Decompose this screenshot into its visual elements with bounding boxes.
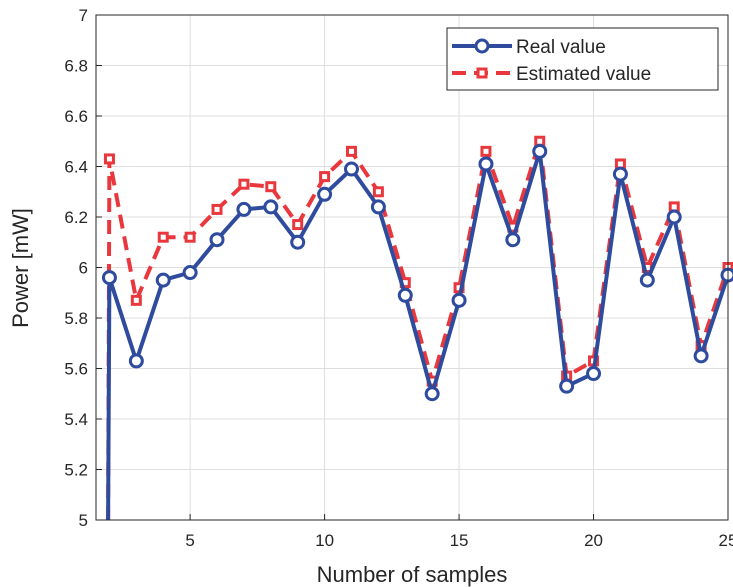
series-real-point <box>478 156 494 172</box>
series-estimated-point <box>130 294 142 306</box>
series-estimated-point <box>319 171 331 183</box>
series-real-point <box>182 265 198 281</box>
series-real-point <box>505 232 521 248</box>
legend-estimated-marker <box>476 67 488 79</box>
series-real-point <box>370 199 386 215</box>
series-real-point <box>101 270 117 286</box>
y-tick-label: 5.6 <box>64 360 88 379</box>
axis-ticks: 5 10 15 20 25 5 5.2 5.4 5.6 5.8 6 6.2 6.4 6.6 6.8 7 <box>64 6 733 550</box>
series-estimated-point <box>184 231 196 243</box>
series-estimated-point <box>157 231 169 243</box>
y-tick-label: 6.2 <box>64 208 88 227</box>
y-tick-label: 7 <box>79 6 88 25</box>
series-estimated-point <box>292 219 304 231</box>
series-real-point <box>451 292 467 308</box>
series-estimated-point <box>103 153 115 165</box>
series-real-point <box>263 199 279 215</box>
series-real-point <box>317 186 333 202</box>
x-tick-label: 5 <box>185 531 194 550</box>
series-real-point <box>559 378 575 394</box>
series-estimated-point <box>238 178 250 190</box>
y-axis-label: Power [mW] <box>8 208 33 328</box>
y-tick-label: 6 <box>79 259 88 278</box>
series-estimated-point <box>265 181 277 193</box>
y-tick-label: 6.6 <box>64 107 88 126</box>
series-layer <box>101 135 733 521</box>
y-tick-label: 5.4 <box>64 410 88 429</box>
legend-real-marker <box>474 38 490 54</box>
series-estimated-point <box>211 203 223 215</box>
legend-real-label: Real value <box>516 37 606 58</box>
series-real-point <box>397 287 413 303</box>
series-real-point <box>586 366 602 382</box>
series-real-point <box>693 348 709 364</box>
series-real-point <box>424 386 440 402</box>
series-real-point <box>290 234 306 250</box>
x-tick-label: 25 <box>719 531 733 550</box>
series-real-point <box>209 232 225 248</box>
series-real-point <box>666 209 682 225</box>
series-estimated-point <box>345 145 357 157</box>
legend: Real value Estimated value <box>446 27 719 91</box>
series-real-point <box>155 272 171 288</box>
series-real-point <box>532 143 548 159</box>
series-real-point <box>343 161 359 177</box>
x-axis-label: Number of samples <box>317 562 508 587</box>
y-tick-label: 5.8 <box>64 309 88 328</box>
y-tick-label: 6.4 <box>64 158 88 177</box>
y-tick-label: 6.8 <box>64 57 88 76</box>
series-estimated-point <box>372 186 384 198</box>
x-tick-label: 20 <box>584 531 603 550</box>
legend-box <box>446 27 719 91</box>
series-estimated-point <box>480 145 492 157</box>
y-tick-label: 5.2 <box>64 461 88 480</box>
series-real-point <box>236 201 252 217</box>
series-real-point <box>639 272 655 288</box>
x-tick-label: 15 <box>450 531 469 550</box>
legend-estimated-label: Estimated value <box>516 64 651 85</box>
x-tick-label: 10 <box>315 531 334 550</box>
series-real-point <box>128 353 144 369</box>
series-real-point <box>612 166 628 182</box>
y-tick-label: 5 <box>79 511 88 530</box>
